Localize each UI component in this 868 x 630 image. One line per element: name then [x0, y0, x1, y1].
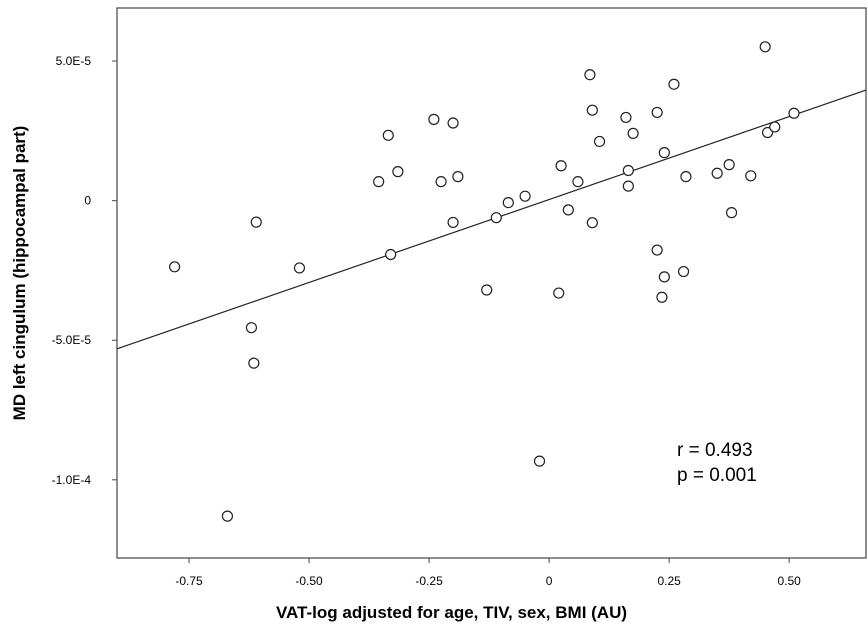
data-point — [658, 271, 670, 283]
data-point — [788, 107, 800, 119]
data-point — [490, 212, 502, 224]
data-point — [745, 170, 757, 182]
data-point — [385, 248, 397, 261]
data-point — [293, 262, 306, 274]
data-point — [435, 176, 447, 188]
data-point — [392, 166, 404, 178]
data-point — [245, 322, 258, 334]
data-point — [248, 357, 260, 369]
data-point — [555, 160, 567, 172]
data-point — [586, 104, 598, 116]
data-point — [373, 176, 385, 188]
data-point — [658, 147, 670, 159]
x-tick-label: 0.25 — [657, 574, 681, 588]
x-tick-label: -0.25 — [415, 574, 443, 588]
data-point — [622, 164, 634, 177]
data-point — [593, 135, 606, 148]
x-tick-label: -0.75 — [175, 574, 203, 588]
data-point — [680, 171, 692, 183]
x-tick-label: 0 — [546, 574, 553, 588]
data-point — [428, 113, 440, 125]
data-point — [519, 190, 531, 202]
data-point — [562, 204, 574, 216]
data-point — [452, 171, 464, 183]
data-point — [759, 41, 771, 53]
data-point — [723, 159, 735, 171]
y-axis-title: MD left cingulum (hippocampal part) — [10, 126, 29, 421]
data-point — [622, 180, 634, 192]
x-tick-label: -0.50 — [295, 574, 323, 588]
data-point — [250, 216, 262, 228]
correlation-annotation: r = 0.493 — [677, 440, 753, 461]
data-point — [725, 207, 738, 219]
plot-area — [116, 7, 867, 559]
y-tick-label: 5.0E-5 — [56, 54, 92, 68]
data-point — [584, 69, 596, 81]
data-point — [447, 216, 459, 229]
data-point — [677, 265, 690, 278]
y-tick-label: -5.0E-5 — [52, 333, 92, 347]
data-point — [761, 126, 774, 139]
data-point — [221, 510, 234, 522]
data-point — [711, 167, 723, 179]
data-point — [572, 176, 584, 188]
data-point — [651, 106, 663, 119]
data-point — [502, 196, 514, 209]
y-tick-label: 0 — [84, 194, 91, 208]
data-point — [586, 217, 598, 229]
data-point — [620, 111, 632, 124]
data-point — [447, 117, 459, 129]
x-tick-label: 0.50 — [777, 574, 801, 588]
x-axis-title: VAT-log adjusted for age, TIV, sex, BMI … — [276, 603, 627, 622]
data-point — [668, 78, 680, 90]
y-tick-label: -1.0E-4 — [52, 473, 92, 487]
data-point — [769, 121, 781, 133]
data-point — [651, 244, 663, 256]
data-point — [382, 129, 394, 141]
data-point — [627, 127, 639, 139]
data-point — [533, 455, 546, 467]
data-point — [553, 287, 565, 299]
data-point — [169, 261, 181, 273]
data-point — [656, 291, 668, 303]
data-point — [481, 284, 493, 296]
p-value-annotation: p = 0.001 — [677, 465, 757, 486]
